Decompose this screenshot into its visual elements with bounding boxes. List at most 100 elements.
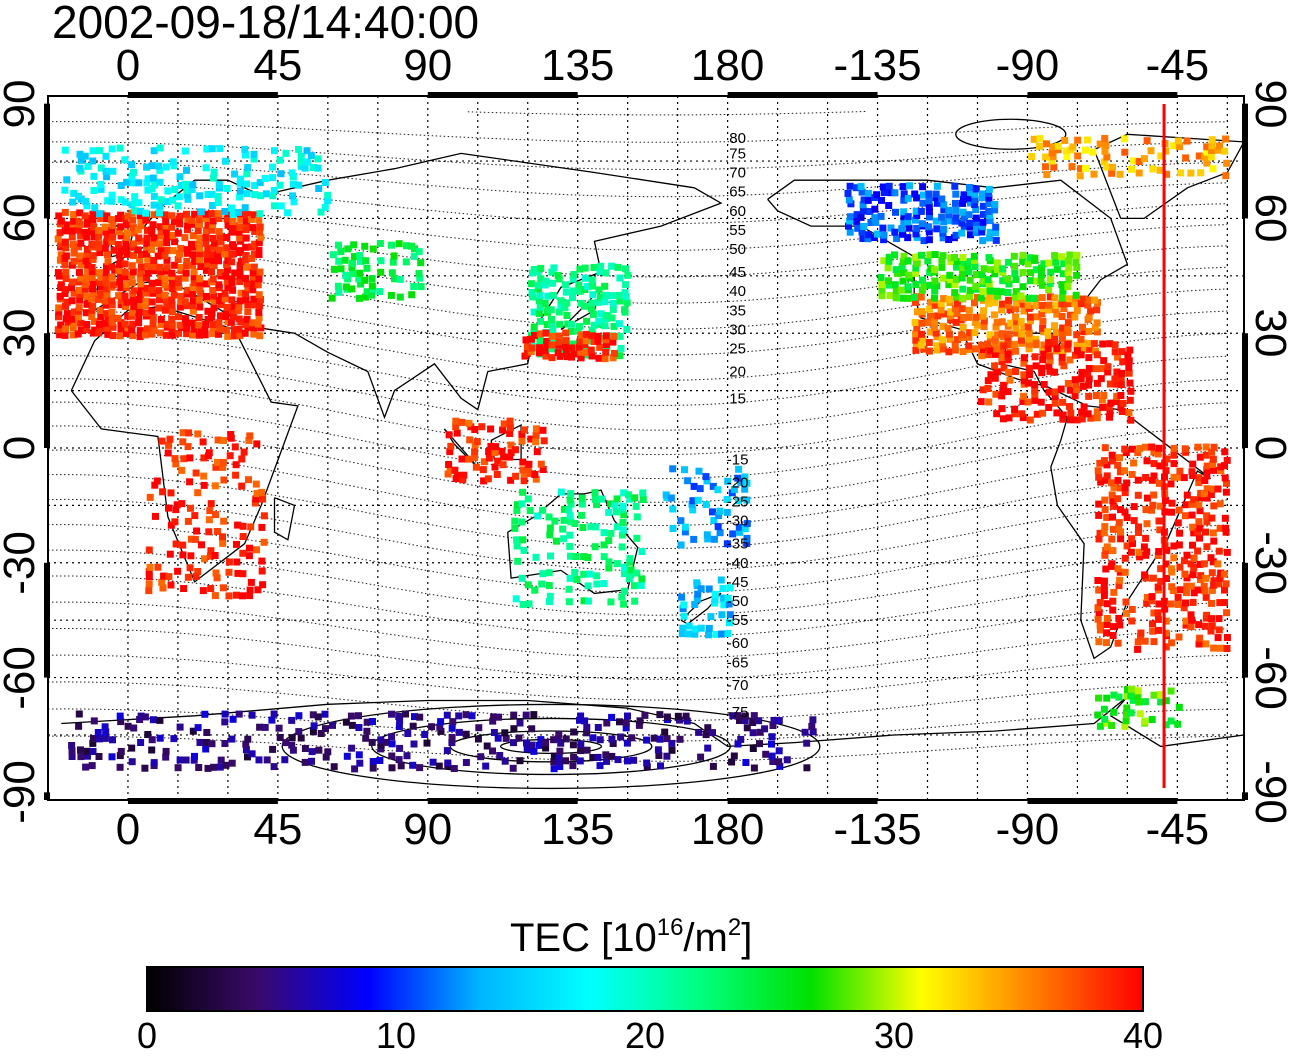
tec-pixel <box>1064 268 1072 276</box>
tec-pixel <box>229 210 237 218</box>
tec-pixel <box>309 711 317 719</box>
tec-pixel <box>1103 615 1111 622</box>
tec-pixel <box>123 330 130 337</box>
tec-pixel <box>289 173 297 181</box>
tec-pixel <box>168 196 176 204</box>
left-tick-label: 90 <box>0 79 44 129</box>
tec-pixel <box>165 573 173 581</box>
tec-pixel <box>1051 322 1058 330</box>
tec-pixel <box>89 279 97 287</box>
tec-pixel <box>546 531 554 539</box>
tec-pixel <box>142 289 150 297</box>
tec-pixel <box>769 758 777 765</box>
tec-pixel <box>1077 165 1085 173</box>
tec-pixel <box>609 354 617 362</box>
tec-pixel <box>357 257 364 265</box>
tec-pixel <box>108 263 116 271</box>
tec-pixel <box>925 228 933 236</box>
tec-pixel <box>617 344 625 352</box>
tec-pixel <box>602 348 610 356</box>
tec-pixel <box>622 724 630 732</box>
tec-pixel <box>1080 328 1088 336</box>
tec-pixel <box>335 241 342 249</box>
tec-pixel <box>171 238 179 246</box>
tec-pixel <box>1103 163 1111 171</box>
tec-pixel <box>76 290 84 298</box>
tec-pixel <box>77 274 85 282</box>
tec-pixel <box>103 238 111 246</box>
contour-label: -65 <box>727 654 749 671</box>
tec-pixel <box>75 243 82 251</box>
tec-pixel <box>255 291 263 299</box>
tec-pixel <box>1210 644 1218 652</box>
tec-pixel <box>1000 342 1008 350</box>
tec-pixel <box>289 746 297 754</box>
tec-pixel <box>967 258 974 266</box>
tec-pixel <box>952 275 960 283</box>
tec-pixel <box>142 297 150 305</box>
tec-pixel <box>77 239 85 247</box>
tec-pixel <box>403 242 410 250</box>
tec-pixel <box>68 227 76 235</box>
tec-pixel <box>993 345 1001 353</box>
tec-pixel <box>1176 467 1184 475</box>
tec-pixel <box>951 305 959 313</box>
tec-pixel <box>88 762 96 770</box>
tec-pixel <box>1032 266 1040 274</box>
tec-pixel <box>1156 462 1164 470</box>
tec-pixel <box>1026 254 1034 262</box>
tec-pixel <box>985 190 992 198</box>
tec-pixel <box>1012 324 1020 332</box>
tec-pixel <box>887 224 895 232</box>
tec-pixel <box>121 320 129 328</box>
tec-pixel <box>1117 528 1124 536</box>
tec-pixel <box>1071 376 1079 384</box>
tec-pixel <box>1103 694 1111 702</box>
tec-pixel <box>74 313 82 321</box>
tec-pixel <box>76 286 83 294</box>
tec-pixel <box>1162 643 1170 651</box>
tec-pixel <box>986 217 994 225</box>
tec-pixel <box>188 220 196 228</box>
tec-pixel <box>978 190 986 198</box>
tec-pixel <box>1045 306 1052 314</box>
tec-pixel <box>225 568 233 576</box>
tec-pixel <box>1010 252 1018 260</box>
tec-pixel <box>1167 717 1175 725</box>
tec-pixel <box>619 519 627 526</box>
tec-pixel <box>1187 623 1195 631</box>
tec-pixel <box>980 210 987 218</box>
tec-pixel <box>1123 542 1131 550</box>
tec-pixel <box>519 466 527 474</box>
tec-pixel <box>143 250 150 258</box>
tec-pixel <box>117 245 125 253</box>
tec-pixel <box>631 597 639 605</box>
tec-pixel <box>61 186 69 194</box>
tec-pixel <box>77 252 85 260</box>
tec-pixel <box>243 315 251 323</box>
tec-pixel <box>710 517 718 524</box>
tec-pixel <box>966 329 974 337</box>
tec-pixel <box>1085 365 1093 372</box>
tec-pixel <box>257 296 264 303</box>
tec-pixel <box>242 234 250 242</box>
tec-pixel <box>62 268 70 276</box>
tec-pixel <box>1026 277 1034 285</box>
tec-pixel <box>864 196 872 204</box>
tec-pixel <box>229 715 237 723</box>
tec-pixel <box>945 281 953 289</box>
tec-pixel <box>1011 405 1019 413</box>
tec-pixel <box>102 279 110 287</box>
tec-pixel <box>1194 443 1202 451</box>
tec-pixel <box>496 752 504 759</box>
tec-pixel <box>1045 362 1053 370</box>
tec-pixel <box>203 729 211 736</box>
tec-pixel <box>246 586 254 594</box>
tec-pixel <box>1095 473 1103 481</box>
tec-pixel <box>186 564 194 572</box>
tec-pixel <box>1101 506 1109 514</box>
tec-pixel <box>1121 489 1129 497</box>
tec-pixel <box>1013 318 1021 326</box>
tec-pixel <box>1188 500 1196 508</box>
top-tick-label: -90 <box>995 41 1060 90</box>
